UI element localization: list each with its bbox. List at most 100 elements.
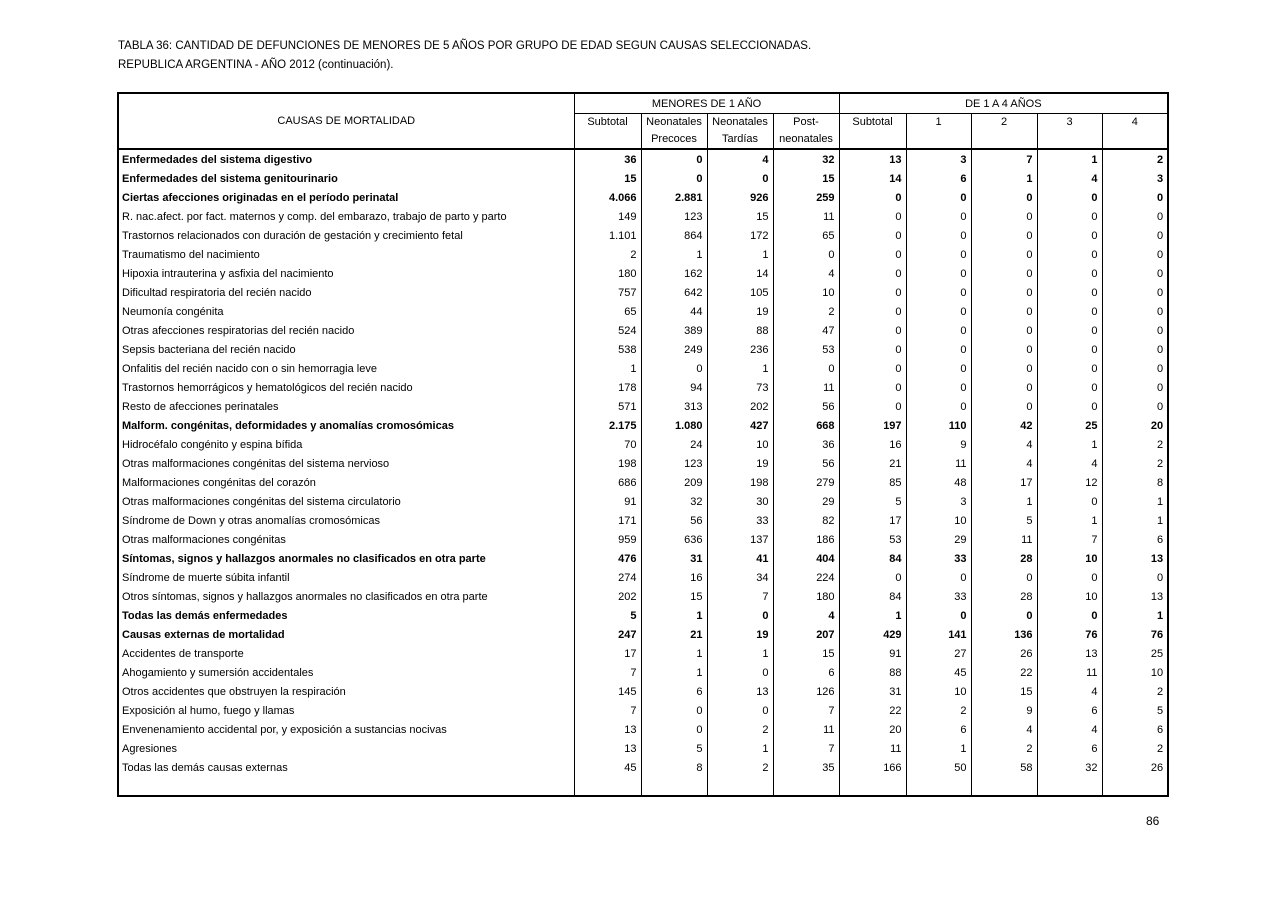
row-value: 0 <box>839 226 907 245</box>
row-value: 0 <box>1037 264 1103 283</box>
row-value: 0 <box>839 207 907 226</box>
row-label: Enfermedades del sistema digestivo <box>118 149 575 169</box>
row-value: 1 <box>1037 511 1103 530</box>
row-value: 25 <box>1150 647 1164 660</box>
table-row: Otros accidentes que obstruyen la respir… <box>118 682 1168 701</box>
row-value: 686 <box>574 473 642 492</box>
row-value: 0 <box>1156 343 1164 356</box>
row-value: 0 <box>906 340 972 359</box>
row-value: 1 <box>707 245 774 264</box>
column-header-subtotal-1-a-4: Subtotal <box>839 113 907 149</box>
row-value: 48 <box>906 473 972 492</box>
row-value: 0 <box>906 321 972 340</box>
table-row: Exposición al humo, fuego y llamas 7 0 0 7 22… <box>118 701 1168 720</box>
row-value: 76 <box>1037 625 1103 644</box>
row-value: 13 <box>1150 590 1164 603</box>
row-value: 88 <box>707 321 774 340</box>
row-value: 429 <box>839 625 907 644</box>
row-value: 0 <box>1037 283 1103 302</box>
row-value: 6 <box>906 169 972 188</box>
row-value: 0 <box>839 283 907 302</box>
row-value: 389 <box>641 321 708 340</box>
table-row: Otras malformaciones congénitas del sist… <box>118 454 1168 473</box>
row-value: 668 <box>773 416 840 435</box>
table-row: Traumatismo del nacimiento 2 1 1 0 0 0 0 0 0 <box>118 245 1168 264</box>
row-value: 4 <box>1037 169 1103 188</box>
row-label: Otras afecciones respiratorias del recié… <box>118 321 575 340</box>
row-value: 427 <box>707 416 774 435</box>
row-label: Hipoxia intrauterina y asfixia del nacim… <box>118 264 575 283</box>
row-value: 1 <box>641 644 708 663</box>
row-label: Agresiones <box>118 739 575 758</box>
row-value: 1 <box>707 359 774 378</box>
row-value: 105 <box>707 283 774 302</box>
row-value: 2.881 <box>641 188 708 207</box>
row-label: Onfalitis del recién nacido con o sin he… <box>118 359 575 378</box>
row-value: 926 <box>707 188 774 207</box>
row-value: 1 <box>971 492 1038 511</box>
row-value: 0 <box>1037 321 1103 340</box>
row-value: 0 <box>971 245 1038 264</box>
row-value: 0 <box>971 378 1038 397</box>
row-value: 15 <box>574 169 642 188</box>
table-row: Síntomas, signos y hallazgos anormales n… <box>118 549 1168 568</box>
row-value: 149 <box>574 207 642 226</box>
row-value: 1 <box>707 644 774 663</box>
row-value: 32 <box>1037 758 1103 777</box>
row-value: 15 <box>707 207 774 226</box>
table-row: Malformaciones congénitas del corazón 686… <box>118 473 1168 492</box>
row-value: 0 <box>1156 381 1164 394</box>
row-value: 32 <box>773 149 840 169</box>
row-label: Hidrocéfalo congénito y espina bífida <box>118 435 575 454</box>
row-value: 6 <box>773 663 840 682</box>
document-title-line2: REPUBLICA ARGENTINA - AÑO 2012 (continua… <box>118 59 394 71</box>
row-value: 41 <box>707 549 774 568</box>
row-value: 123 <box>641 207 708 226</box>
row-value: 4 <box>971 435 1038 454</box>
row-value: 4 <box>971 720 1038 739</box>
row-value: 19 <box>707 302 774 321</box>
group-header-de-1-a-4-anos: DE 1 A 4 AÑOS <box>839 93 1169 114</box>
row-label: Neumonía congénita <box>118 302 575 321</box>
row-value: 0 <box>1156 229 1164 242</box>
row-value: 0 <box>707 701 774 720</box>
row-value: 50 <box>906 758 972 777</box>
table-row: Envenenamiento accidental por, y exposic… <box>118 720 1168 739</box>
row-value: 2 <box>1156 685 1164 698</box>
row-label: Otros síntomas, signos y hallazgos anorm… <box>118 587 575 606</box>
column-header-age-2: 2 <box>971 113 1038 149</box>
row-value: 53 <box>773 340 840 359</box>
table-row: Sepsis bacteriana del recién nacido 538 24… <box>118 340 1168 359</box>
row-value: 0 <box>1156 400 1164 413</box>
row-value: 2 <box>1156 438 1164 451</box>
row-label: Otras malformaciones congénitas del sist… <box>118 454 575 473</box>
row-value: 0 <box>906 359 972 378</box>
table-row: Otras malformaciones congénitas 959 636 137… <box>118 530 1168 549</box>
row-value: 0 <box>1037 568 1103 587</box>
row-value: 4 <box>1037 682 1103 701</box>
row-value: 14 <box>839 169 907 188</box>
row-value: 0 <box>839 321 907 340</box>
row-value: 5 <box>641 739 708 758</box>
row-value: 26 <box>1150 761 1164 774</box>
row-value: 0 <box>971 283 1038 302</box>
row-value: 0 <box>1037 606 1103 625</box>
row-value: 2 <box>1156 153 1164 166</box>
table-row: Hipoxia intrauterina y asfixia del nacim… <box>118 264 1168 283</box>
row-value: 15 <box>773 169 840 188</box>
row-label: Otros accidentes que obstruyen la respir… <box>118 682 575 701</box>
row-value: 20 <box>839 720 907 739</box>
row-value: 0 <box>1037 188 1103 207</box>
row-value: 13 <box>707 682 774 701</box>
row-value: 249 <box>641 340 708 359</box>
mortality-table: CAUSAS DE MORTALIDAD MENORES DE 1 AÑO DE… <box>117 92 1170 797</box>
row-value: 0 <box>839 359 907 378</box>
row-value: 6 <box>1156 723 1164 736</box>
row-value: 279 <box>773 473 840 492</box>
row-value: 2 <box>1156 457 1164 470</box>
row-label: Ciertas afecciones originadas en el perí… <box>118 188 575 207</box>
row-value: 123 <box>641 454 708 473</box>
row-value: 10 <box>707 435 774 454</box>
row-value: 0 <box>707 606 774 625</box>
row-label: Otras malformaciones congénitas del sist… <box>118 492 575 511</box>
